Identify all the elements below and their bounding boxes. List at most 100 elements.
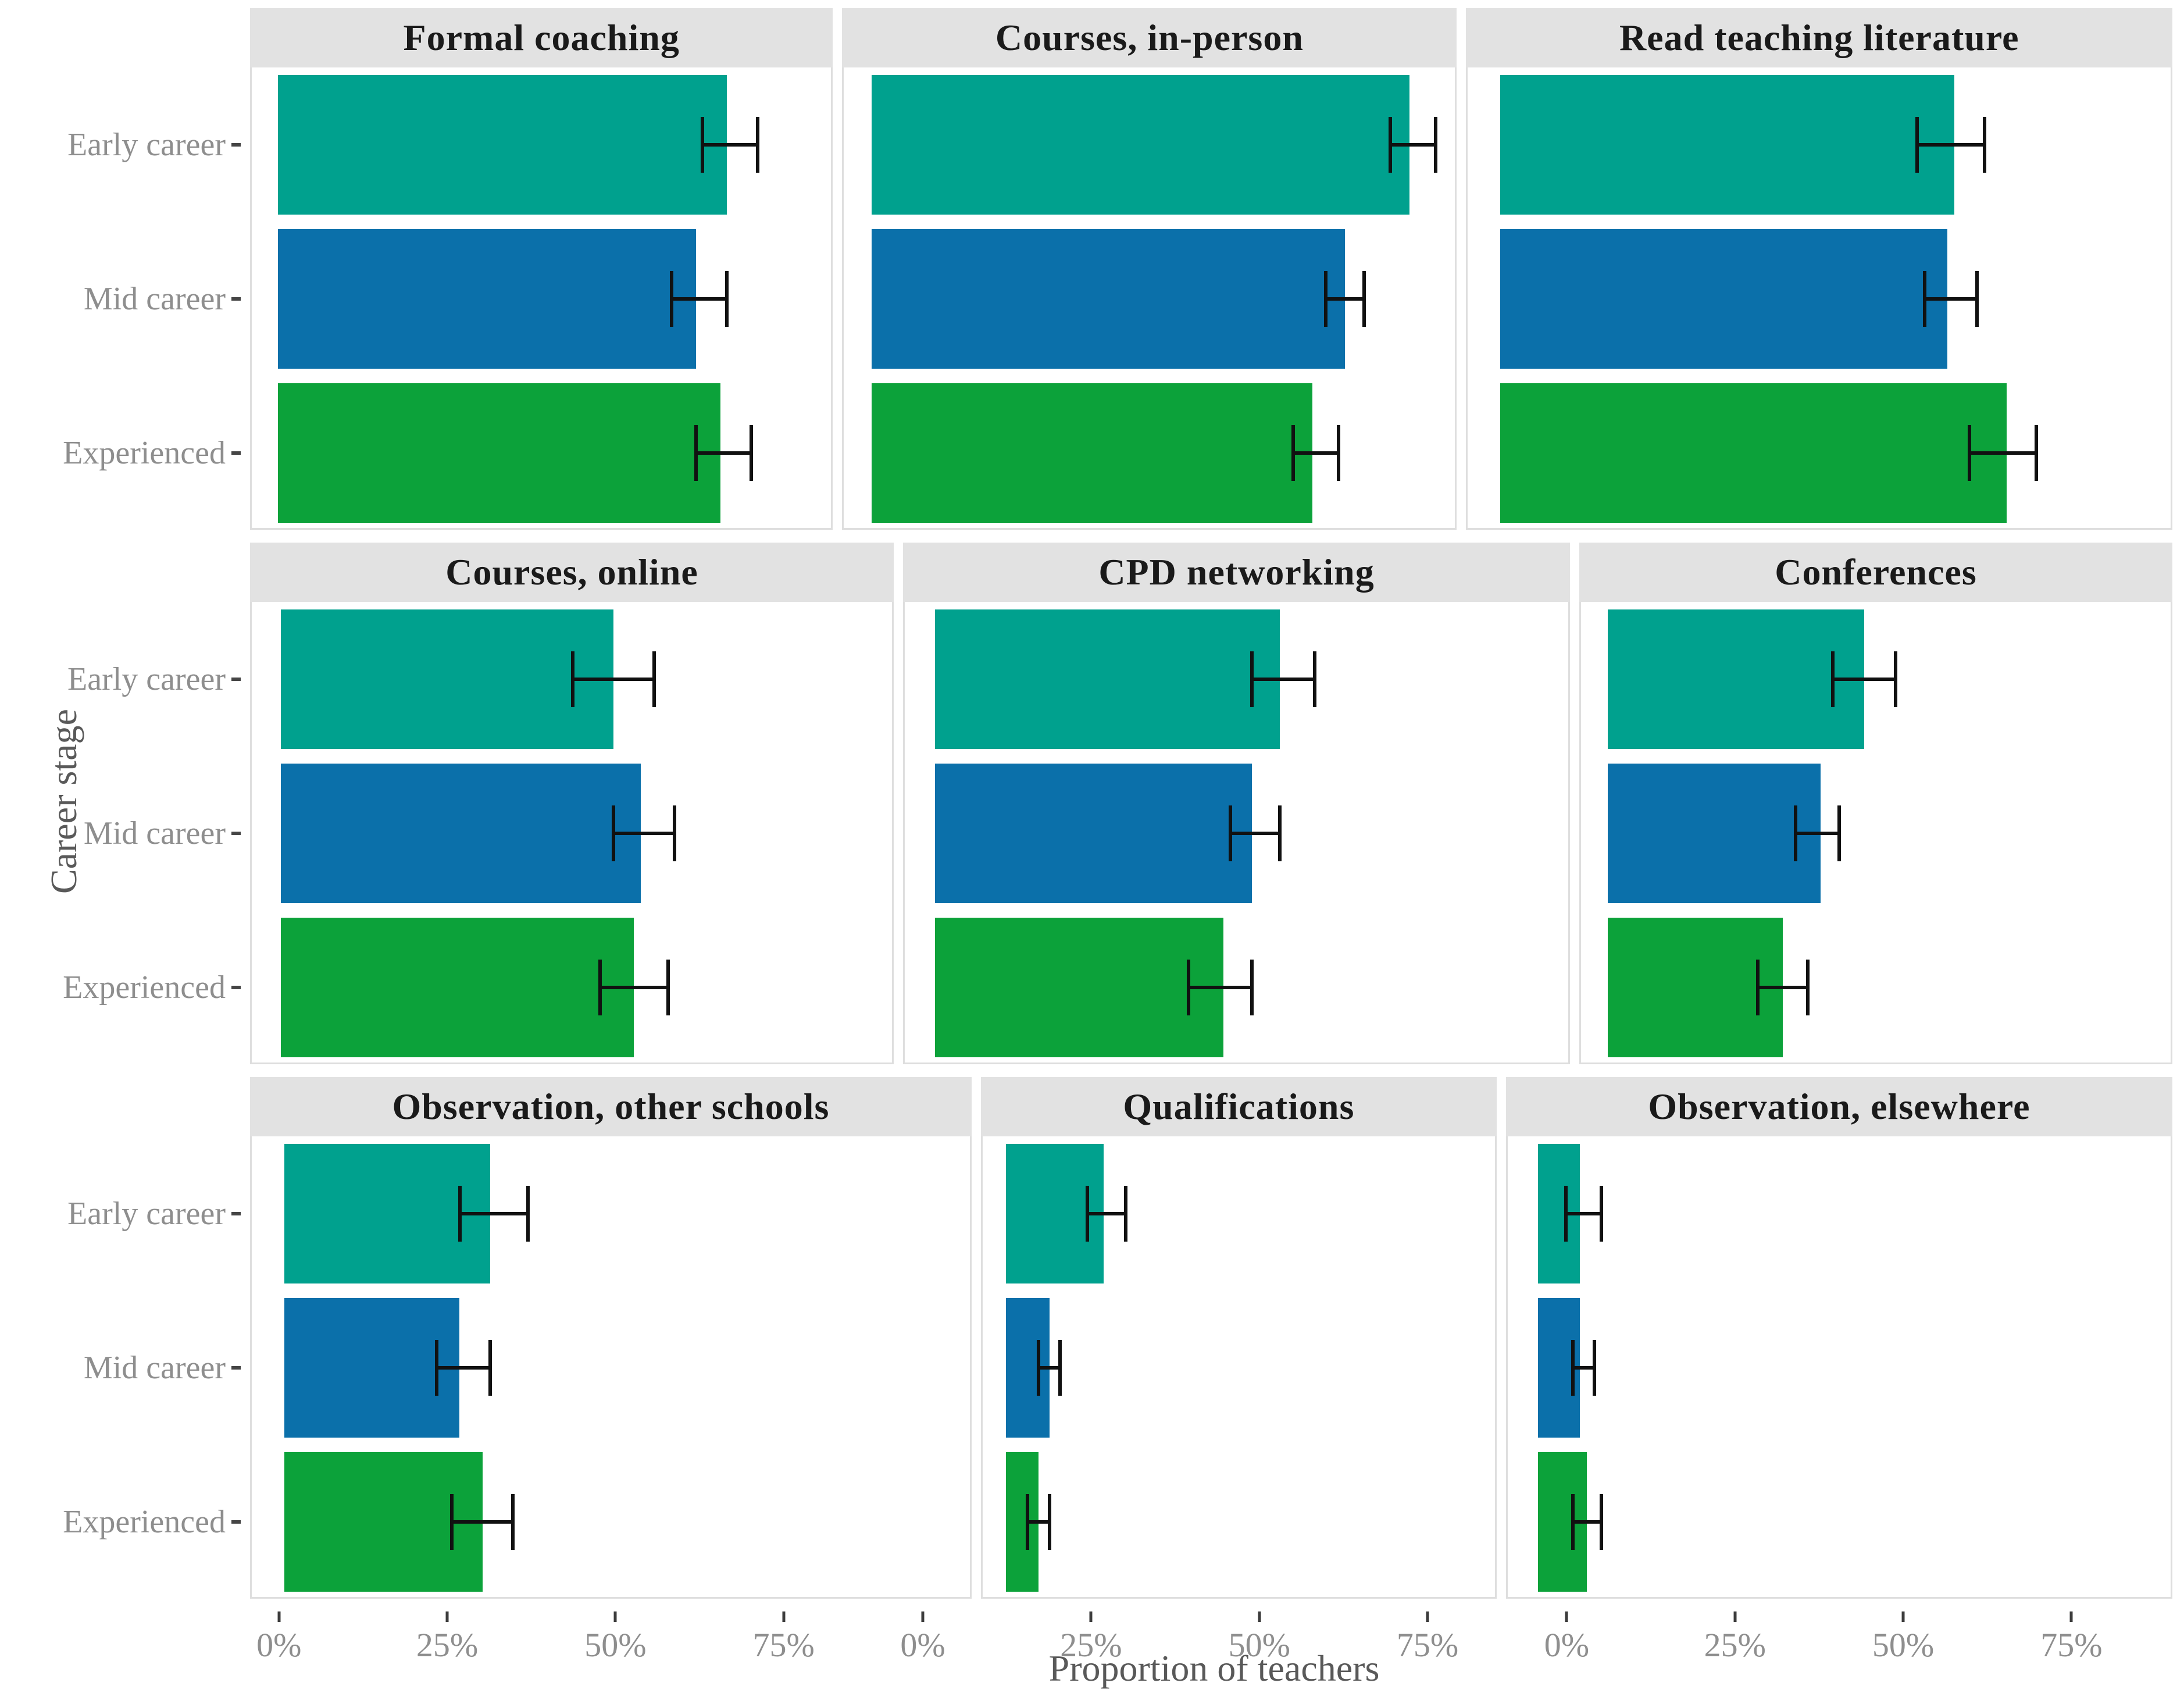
error-bar-cap-high xyxy=(750,425,754,481)
error-bar-line xyxy=(1969,451,2037,455)
error-bar-line xyxy=(1251,677,1315,681)
error-bar-cap-high xyxy=(755,116,759,173)
y-tick-mark xyxy=(231,451,241,455)
bar-experienced xyxy=(281,917,634,1057)
error-bar-cap-low xyxy=(1571,1493,1575,1550)
error-bar-line xyxy=(702,142,758,147)
facet-title: Qualifications xyxy=(1123,1086,1355,1127)
error-bar-line xyxy=(1566,1211,1601,1215)
error-bar-line xyxy=(599,985,668,989)
facet-strip: Qualifications xyxy=(980,1077,1497,1136)
bar-early-career xyxy=(1500,74,1955,215)
facet-panel xyxy=(980,1136,1497,1599)
error-bar-cap-high xyxy=(2035,425,2039,481)
y-axis-label-text: Experienced xyxy=(63,1503,226,1540)
error-bar-cap-low xyxy=(1564,1185,1568,1242)
facet-row-2: Early career Mid career Experienced Courses… xyxy=(0,543,2178,1064)
bar-experienced xyxy=(278,383,721,523)
x-tick-mark-50 xyxy=(1258,1611,1261,1622)
error-bar-cap-high xyxy=(1277,805,1282,861)
error-bar-line xyxy=(671,297,727,301)
error-bar-cap-low xyxy=(1967,425,1971,481)
bar-mid-career xyxy=(278,229,696,369)
error-bar-cap-low xyxy=(1323,270,1327,327)
error-bar-line xyxy=(1833,677,1896,681)
y-tick-mark xyxy=(231,297,241,301)
x-tick-mark-25 xyxy=(1089,1611,1093,1622)
x-tick-label-25: 25% xyxy=(416,1626,479,1664)
y-axis-label-text: Early career xyxy=(67,126,226,163)
error-bar-cap-high xyxy=(1313,651,1317,707)
facet-panel xyxy=(1466,67,2173,530)
y-axis-label-early-career: Early career xyxy=(67,661,241,698)
facet-panel xyxy=(1505,1136,2172,1599)
x-tick-label-25: 25% xyxy=(1060,1626,1122,1664)
bar-experienced xyxy=(1500,383,2007,523)
error-bar-cap-high xyxy=(488,1339,492,1396)
error-bar-line xyxy=(1039,1365,1061,1370)
error-bar-cap-low xyxy=(1229,805,1233,861)
facet-observation-elsewhere: Observation, elsewhere xyxy=(1505,1077,2172,1599)
facet-title: Formal coaching xyxy=(403,17,680,58)
error-bar-cap-high xyxy=(1982,116,1986,173)
x-tick-mark-75 xyxy=(782,1611,786,1622)
facet-title: Read teaching literature xyxy=(1619,17,2019,58)
error-bar-cap-high xyxy=(652,651,656,707)
bar-early-career xyxy=(872,74,1410,215)
error-bar-cap-low xyxy=(669,270,673,327)
facet-strip: CPD networking xyxy=(903,543,1570,602)
y-axis-label-text: Experienced xyxy=(63,434,226,471)
facet-row-3: Early career Mid career Experienced Observa… xyxy=(0,1077,2178,1599)
facet-panel xyxy=(250,602,894,1064)
y-tick-mark xyxy=(231,1365,241,1370)
error-bar-line xyxy=(1795,831,1840,835)
facet-strip: Observation, elsewhere xyxy=(1505,1077,2172,1136)
error-bar-line xyxy=(1325,297,1365,301)
x-tick-mark-75 xyxy=(1426,1611,1429,1622)
error-bar-cap-high xyxy=(1599,1185,1603,1242)
y-axis-label-text: Mid career xyxy=(83,1349,226,1386)
error-bar-cap-low xyxy=(1250,651,1254,707)
bar-early-career xyxy=(284,1143,490,1283)
x-tick-label-0: 0% xyxy=(900,1626,945,1664)
y-axis-labels-row-2: Early career Mid career Experienced xyxy=(0,543,241,1064)
y-axis-label-text: Experienced xyxy=(63,969,226,1006)
facet-title: Observation, elsewhere xyxy=(1648,1086,2030,1127)
error-bar-cap-high xyxy=(526,1185,530,1242)
error-bar-cap-high xyxy=(725,270,729,327)
facet-cpd-networking: CPD networking xyxy=(903,543,1570,1064)
error-bar-cap-low xyxy=(435,1339,439,1396)
error-bar-cap-low xyxy=(700,116,704,173)
x-axis-column-1: 0% 25% 50% 75% xyxy=(250,1611,884,1667)
error-bar-line xyxy=(1758,985,1808,989)
facet-courses-in-person: Courses, in-person xyxy=(842,8,1457,530)
error-bar-line xyxy=(1917,142,1985,147)
facet-title: Conferences xyxy=(1775,551,1977,593)
y-tick-mark xyxy=(231,142,241,147)
error-bar-line xyxy=(1925,297,1977,301)
x-tick-mark-50 xyxy=(613,1611,617,1622)
x-tick-label-75: 75% xyxy=(1396,1626,1459,1664)
x-tick-mark-25 xyxy=(445,1611,449,1622)
error-bar-line xyxy=(452,1520,513,1524)
error-bar-cap-low xyxy=(1915,116,1919,173)
x-tick-mark-0 xyxy=(277,1611,281,1622)
error-bar-cap-low xyxy=(612,805,616,861)
error-bar-cap-low xyxy=(1388,116,1392,173)
error-bar-cap-high xyxy=(1599,1493,1603,1550)
x-tick-label-50: 50% xyxy=(1872,1626,1935,1664)
bar-early-career xyxy=(1608,609,1865,749)
x-tick-mark-50 xyxy=(1901,1611,1905,1622)
error-bar-line xyxy=(1230,831,1280,835)
y-axis-label-mid-career: Mid career xyxy=(84,280,241,318)
bar-mid-career xyxy=(281,763,641,903)
facet-panel xyxy=(250,67,833,530)
error-bar-cap-low xyxy=(694,425,698,481)
facet-qualifications: Qualifications xyxy=(980,1077,1497,1599)
error-bar-cap-low xyxy=(1291,425,1295,481)
x-tick-mark-75 xyxy=(2069,1611,2073,1622)
error-bar-cap-low xyxy=(450,1493,454,1550)
y-axis-label-experienced: Experienced xyxy=(63,1503,241,1541)
facet-strip: Courses, in-person xyxy=(842,8,1457,67)
